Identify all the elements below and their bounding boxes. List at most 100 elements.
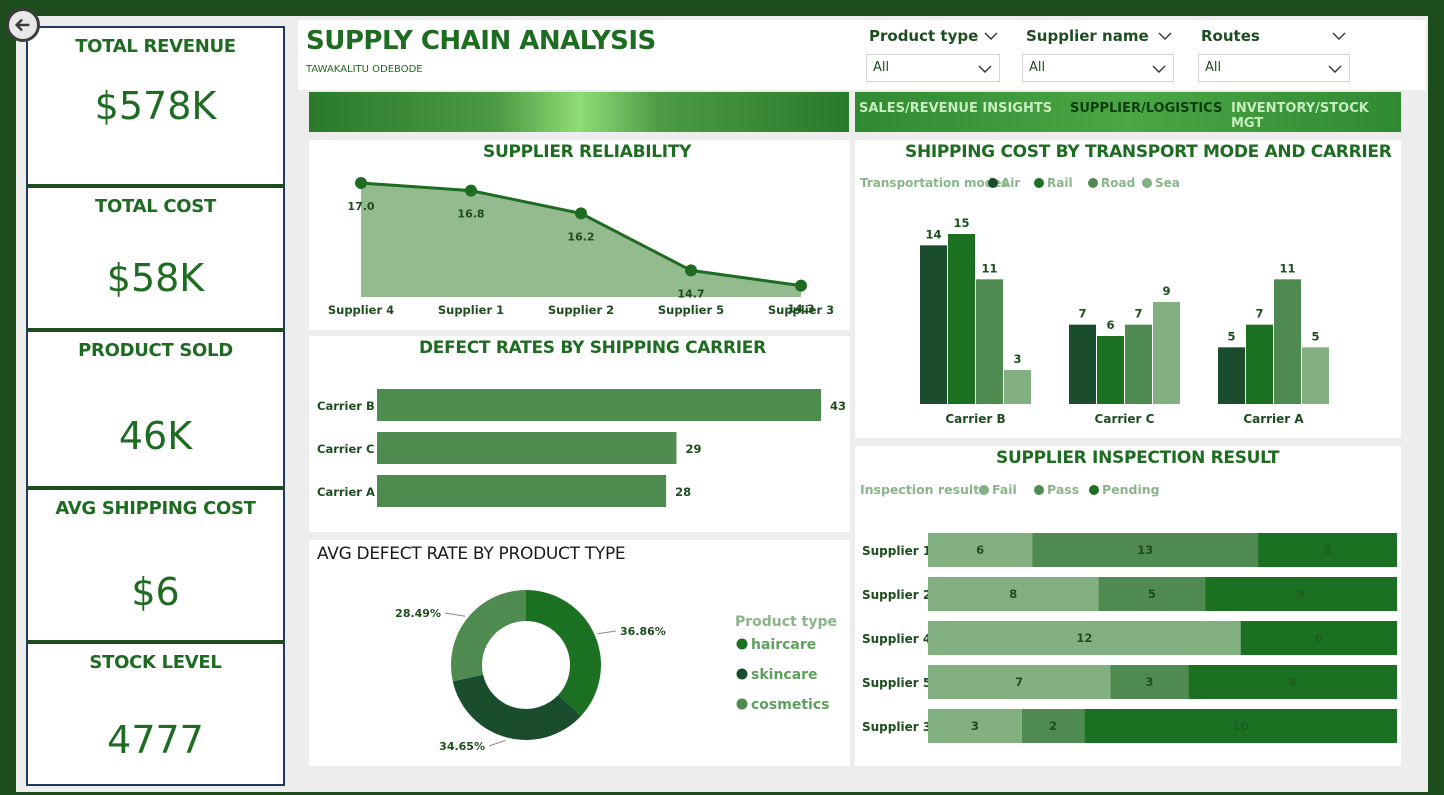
inspection-value-label: 2 <box>1049 719 1057 733</box>
shipping-value-label: 6 <box>1106 318 1114 332</box>
select-value: All <box>1029 60 1046 75</box>
shipping-cost-panel: SHIPPING COST BY TRANSPORT MODE AND CARR… <box>855 140 1401 438</box>
donut-slice-cosmetics <box>451 590 526 682</box>
kpi-product-sold: PRODUCT SOLD 46K <box>26 328 285 486</box>
page-title: SUPPLY CHAIN ANALYSIS <box>306 26 656 56</box>
chevron-down-icon[interactable] <box>1331 28 1347 44</box>
reliability-area-chart: 17.0 Supplier 4 16.8 Supplier 1 16.2 Supplier… <box>328 177 834 317</box>
chevron-down-icon[interactable] <box>983 28 999 44</box>
inspection-value-label: 13 <box>1137 543 1153 557</box>
legend-entry-haircare: haircare <box>751 637 816 653</box>
page-tabs: SALES/REVENUE INSIGHTS SUPPLIER/LOGISTIC… <box>855 92 1401 132</box>
select-value: All <box>1205 60 1222 75</box>
defect-bar-chart: Carrier B 43 Carrier C 29 Carrier A 28 <box>317 389 846 507</box>
chart-title: DEFECT RATES BY SHIPPING CARRIER <box>419 338 766 358</box>
defect-bar <box>377 475 667 507</box>
reliability-data-label: 14.3 <box>787 303 814 316</box>
kpi-total-revenue: TOTAL REVENUE $578K <box>26 26 285 184</box>
inspection-segment-pass <box>1032 533 1259 567</box>
shipping-bar <box>1274 279 1301 404</box>
shipping-bar <box>1069 324 1096 404</box>
defect-category-label: Carrier C <box>317 442 374 456</box>
product-type-select[interactable]: All <box>866 54 1000 82</box>
reliability-data-label: 16.2 <box>567 230 594 243</box>
defect-rates-panel: DEFECT RATES BY SHIPPING CARRIER Carrier… <box>309 336 850 532</box>
kpi-value: 4777 <box>107 718 204 762</box>
chevron-down-icon <box>1328 65 1342 73</box>
legend-swatch <box>736 668 748 680</box>
inspection-segment-fail <box>928 709 1022 743</box>
decorative-banner <box>309 92 849 132</box>
tab-inventory-stock[interactable]: INVENTORY/STOCK MGT <box>1231 101 1369 131</box>
chevron-down-icon <box>978 65 992 73</box>
chart-title: SUPPLIER INSPECTION RESULT <box>996 448 1280 468</box>
filter-label-supplier-name: Supplier name <box>1026 27 1149 45</box>
routes-select[interactable]: All <box>1198 54 1350 82</box>
reliability-point <box>575 207 587 220</box>
inspection-category-label: Supplier 5 <box>862 676 931 690</box>
inspection-segment-pending <box>1258 533 1397 567</box>
chevron-down-icon[interactable] <box>1157 28 1173 44</box>
defect-donut-chart: 36.86% 34.65% 28.49% Product type haircare sk… <box>395 590 837 753</box>
kpi-value: $58K <box>106 256 205 300</box>
donut-slice-skincare <box>452 674 582 740</box>
shipping-bar <box>1097 336 1124 404</box>
shipping-value-label: 14 <box>925 227 941 241</box>
shipping-bar <box>1218 347 1245 404</box>
inspection-value-label: 6 <box>1315 631 1323 645</box>
kpi-stock-level: STOCK LEVEL 4777 <box>26 640 285 786</box>
kpi-title: STOCK LEVEL <box>89 652 222 673</box>
donut-leader-line <box>597 630 617 635</box>
tab-sales-revenue[interactable]: SALES/REVENUE INSIGHTS <box>859 101 1053 116</box>
inspection-category-label: Supplier 1 <box>862 544 931 558</box>
reliability-point <box>685 264 697 277</box>
inspection-value-label: 8 <box>1009 587 1017 601</box>
shipping-value-label: 5 <box>1311 329 1319 343</box>
shipping-value-label: 15 <box>953 216 969 230</box>
inspection-value-label: 7 <box>1015 675 1023 689</box>
donut-leader-line <box>488 739 506 747</box>
defect-category-label: Carrier A <box>317 485 375 499</box>
inspection-segment-pass <box>1098 577 1206 611</box>
legend-swatch <box>988 178 998 188</box>
kpi-title: PRODUCT SOLD <box>78 340 233 361</box>
legend-swatch <box>1034 178 1044 188</box>
legend-entry-cosmetics: cosmetics <box>751 697 829 713</box>
legend-entry-rail: Rail <box>1047 176 1073 190</box>
shipping-value-label: 7 <box>1255 307 1263 321</box>
reliability-area <box>361 183 801 297</box>
inspection-legend-title: Inspection results <box>860 482 987 497</box>
kpi-total-cost: TOTAL COST $58K <box>26 184 285 330</box>
shipping-bar <box>1153 302 1180 404</box>
filter-label-product-type: Product type <box>869 27 979 45</box>
inspection-segment-fail <box>928 577 1099 611</box>
reliability-data-label: 16.8 <box>457 208 484 221</box>
defect-bar <box>377 432 677 464</box>
inspection-value-label: 5 <box>1148 587 1156 601</box>
kpi-value: $578K <box>94 84 217 128</box>
shipping-value-label: 3 <box>1013 352 1021 366</box>
tab-supplier-logistics[interactable]: SUPPLIER/LOGISTICS <box>1070 101 1223 116</box>
supplier-name-select[interactable]: All <box>1022 54 1174 82</box>
inspection-value-label: 8 <box>1289 675 1297 689</box>
reliability-point <box>355 177 367 189</box>
shipping-value-label: 5 <box>1227 329 1235 343</box>
kpi-title: AVG SHIPPING COST <box>55 498 256 519</box>
shipping-legend-title: Transportation modes <box>860 176 1009 190</box>
inspection-segment-fail <box>928 621 1241 655</box>
shipping-bar <box>920 245 947 404</box>
back-button[interactable] <box>6 8 40 42</box>
back-arrow-icon <box>14 18 30 32</box>
kpi-value: $6 <box>131 570 180 614</box>
defect-value-label: 43 <box>830 399 846 413</box>
donut-leader-line <box>444 612 466 617</box>
legend-swatch <box>736 698 748 710</box>
defect-value-label: 28 <box>675 485 691 499</box>
shipping-x-tick: Carrier B <box>945 412 1005 426</box>
inspection-value-label: 3 <box>1145 675 1153 689</box>
inspection-value-label: 9 <box>1297 587 1305 601</box>
shipping-bar <box>1302 347 1329 404</box>
reliability-data-label: 14.7 <box>677 287 704 300</box>
chart-title: AVG DEFECT RATE BY PRODUCT TYPE <box>317 544 626 564</box>
